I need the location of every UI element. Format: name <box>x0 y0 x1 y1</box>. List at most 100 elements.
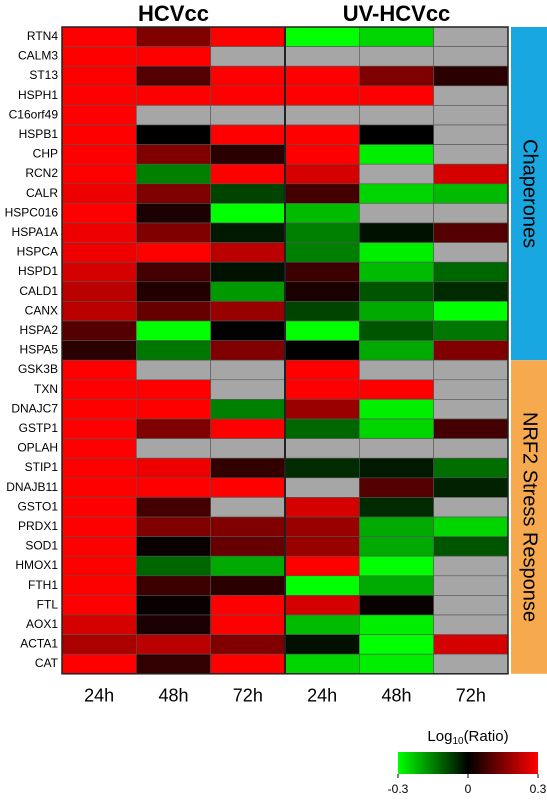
heatmap-cell <box>433 477 509 498</box>
row-label: TXN <box>34 382 58 396</box>
heatmap-cell <box>433 183 509 204</box>
heatmap-cell <box>433 379 509 400</box>
row-label: C16orf49 <box>9 107 59 121</box>
x-tick-label: 72h <box>456 686 486 706</box>
heatmap-cell <box>210 183 286 204</box>
heatmap-cell <box>61 281 137 302</box>
heatmap-cell <box>284 163 360 185</box>
heatmap-cell <box>433 555 509 577</box>
heatmap-cell <box>284 595 360 616</box>
heatmap-cell <box>61 340 137 361</box>
heatmap-cell <box>433 144 509 165</box>
heatmap-cell <box>284 65 360 87</box>
heatmap-cell <box>284 418 360 439</box>
heatmap-cell <box>61 614 137 635</box>
row-label: FTL <box>37 597 59 611</box>
row-label: RTN4 <box>27 29 58 43</box>
row-label: DNAJC7 <box>11 401 58 415</box>
heatmap-cell <box>210 379 286 400</box>
heatmap-cell <box>359 85 434 106</box>
x-tick-label: 48h <box>381 686 411 706</box>
heatmap-cell <box>61 124 137 145</box>
heatmap-cell <box>284 379 360 400</box>
heatmap-cell <box>61 183 137 204</box>
heatmap-cell <box>284 457 360 479</box>
heatmap-cell <box>433 340 509 361</box>
heatmap-cell <box>433 242 509 263</box>
heatmap-cell <box>433 614 509 635</box>
heatmap-cell <box>61 555 137 577</box>
heatmap-cell <box>210 340 286 361</box>
heatmap-cell <box>284 301 360 322</box>
row-label: DNAJB11 <box>6 480 58 494</box>
heatmap-cell <box>210 516 286 537</box>
row-label: CHP <box>33 147 58 161</box>
colorbar-tick-label: 0 <box>465 782 472 796</box>
row-label: ST13 <box>29 68 58 82</box>
heatmap-cell <box>433 222 509 243</box>
heatmap-cell <box>433 516 509 537</box>
heatmap-cell <box>359 261 434 283</box>
heatmap-cell <box>136 281 211 302</box>
heatmap-cell <box>210 497 286 518</box>
heatmap-cell <box>433 26 509 47</box>
heatmap-cell <box>433 105 509 126</box>
heatmap-cell <box>61 320 137 341</box>
heatmap-cell <box>284 399 360 420</box>
heatmap-cell <box>284 438 360 459</box>
heatmap-cell <box>359 634 434 655</box>
heatmap-cell <box>61 634 137 655</box>
heatmap-cell <box>284 320 360 341</box>
heatmap-cell <box>284 555 360 577</box>
heatmap-cell <box>210 222 286 243</box>
row-label: HSPA2 <box>20 323 59 337</box>
row-label: OPLAH <box>17 441 58 455</box>
heatmap-cell <box>210 634 286 655</box>
heatmap-cell <box>433 124 509 145</box>
row-label: HSPB1 <box>19 127 59 141</box>
heatmap-cell <box>359 457 434 479</box>
heatmap-cell <box>210 163 286 185</box>
heatmap-cell <box>136 242 211 263</box>
heatmap-cell <box>433 575 509 596</box>
row-label: SOD1 <box>25 539 58 553</box>
x-tick-label: 48h <box>158 686 188 706</box>
heatmap-cell <box>433 653 509 675</box>
heatmap-cell <box>136 536 211 557</box>
heatmap-cell <box>210 438 286 459</box>
row-label: STIP1 <box>25 460 59 474</box>
heatmap-cell <box>433 320 509 341</box>
row-label: HSPC016 <box>5 205 59 219</box>
heatmap-cell <box>433 497 509 518</box>
heatmap-cell <box>61 536 137 557</box>
heatmap-cell <box>359 320 434 341</box>
heatmap-cell <box>136 320 211 341</box>
heatmap-cell <box>61 653 137 675</box>
heatmap-cell <box>61 438 137 459</box>
heatmap-cell <box>136 222 211 243</box>
heatmap-cell <box>359 438 434 459</box>
row-label: ACTA1 <box>20 637 58 651</box>
heatmap-cell <box>210 85 286 106</box>
heatmap-cell <box>210 320 286 341</box>
heatmap-cell <box>210 536 286 557</box>
row-label: CALD1 <box>19 284 58 298</box>
heatmap-cell <box>359 281 434 302</box>
heatmap-cell <box>359 340 434 361</box>
heatmap-cell <box>136 359 211 381</box>
heatmap-cell <box>284 26 360 47</box>
heatmap-cell <box>136 301 211 322</box>
heatmap-cell <box>61 203 137 224</box>
heatmap-cell <box>210 203 286 224</box>
heatmap-cell <box>359 399 434 420</box>
heatmap-cell <box>284 281 360 302</box>
heatmap-cell <box>136 65 211 87</box>
heatmap-cell <box>359 124 434 145</box>
row-group-label: Chaperones <box>519 139 541 248</box>
heatmap-cell <box>433 634 509 655</box>
heatmap-cell <box>284 85 360 106</box>
heatmap-cell <box>61 46 137 67</box>
heatmap-cell <box>359 555 434 577</box>
colorbar-tick-label: 0.3 <box>530 782 547 796</box>
heatmap-cell <box>433 281 509 302</box>
